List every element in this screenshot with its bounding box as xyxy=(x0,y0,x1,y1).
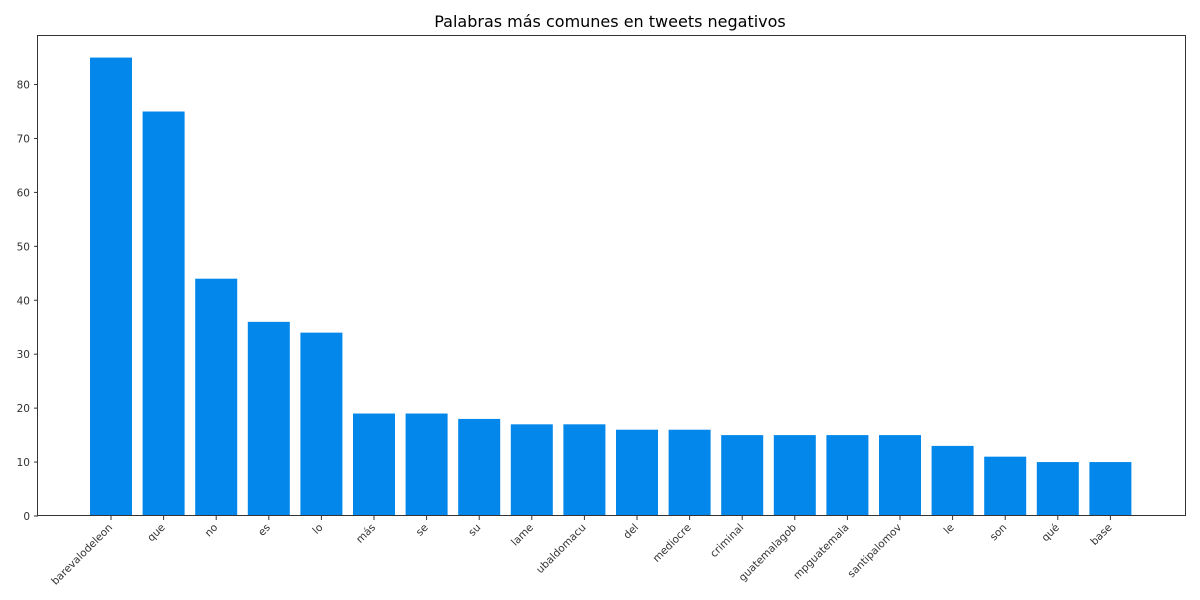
x-tick-label: le xyxy=(942,522,957,537)
x-tick-label: guatemalagob xyxy=(737,521,800,584)
bar-mediocre xyxy=(668,429,711,516)
y-tick-label: 50 xyxy=(17,241,30,253)
bar-no xyxy=(195,278,238,516)
x-tick-label: mpguatemala xyxy=(791,522,851,582)
x-tick-label: es xyxy=(256,522,273,539)
bar-se xyxy=(405,413,448,516)
x-tick-label: lo xyxy=(310,522,325,537)
bar-guatemalagob xyxy=(773,435,816,516)
x-tick-label: base xyxy=(1088,522,1114,548)
bar-lame xyxy=(510,424,553,516)
bar-mpguatemala xyxy=(826,435,869,516)
y-tick-label: 40 xyxy=(17,295,30,307)
bar-qué xyxy=(1036,462,1079,516)
chart-title: Palabras más comunes en tweets negativos xyxy=(434,12,786,31)
x-tick-label: criminal xyxy=(708,522,746,560)
x-tick-label: que xyxy=(145,522,167,544)
bar-es xyxy=(247,321,290,516)
y-tick-label: 80 xyxy=(17,80,30,92)
x-tick-label: santipalomov xyxy=(845,522,904,581)
x-tick-label: ubaldomacu xyxy=(534,522,588,576)
bar-base xyxy=(1089,462,1132,516)
y-axis: 0 10 20 30 40 50 60 70 80 xyxy=(17,80,38,523)
y-tick-label: 60 xyxy=(17,187,30,199)
x-tick-label: lame xyxy=(509,522,536,549)
y-tick-label: 10 xyxy=(17,457,30,469)
bar-son xyxy=(984,456,1027,516)
x-axis: barevalodeleon que no es lo más se su lameubaldo… xyxy=(49,516,1115,588)
x-tick-label: su xyxy=(466,522,483,539)
plot-frame xyxy=(37,35,1186,516)
x-tick-label: mediocre xyxy=(651,522,694,565)
bar-que xyxy=(142,111,185,516)
y-tick-label: 20 xyxy=(17,403,30,415)
x-tick-label: se xyxy=(414,522,431,539)
bar-más xyxy=(353,413,395,516)
y-tick-label: 70 xyxy=(17,133,30,145)
bar-ubaldomacu xyxy=(563,424,606,516)
bars-layer xyxy=(90,57,1132,516)
bar-lo xyxy=(300,332,343,516)
bar-le xyxy=(931,445,974,516)
x-tick-label: qué xyxy=(1039,522,1061,544)
y-tick-label: 0 xyxy=(23,511,30,523)
y-tick-label: 30 xyxy=(17,349,30,361)
bar-barevalodeleon xyxy=(90,57,132,516)
x-tick-label: son xyxy=(988,522,1010,544)
x-tick-label: barevalodeleon xyxy=(49,522,115,588)
bar-del xyxy=(616,429,658,516)
bar-su xyxy=(458,418,501,516)
x-tick-label: no xyxy=(203,522,221,540)
x-tick-label: del xyxy=(621,522,641,542)
x-tick-label: más xyxy=(354,522,378,546)
bar-santipalomov xyxy=(879,435,921,516)
bar-criminal xyxy=(721,435,764,516)
